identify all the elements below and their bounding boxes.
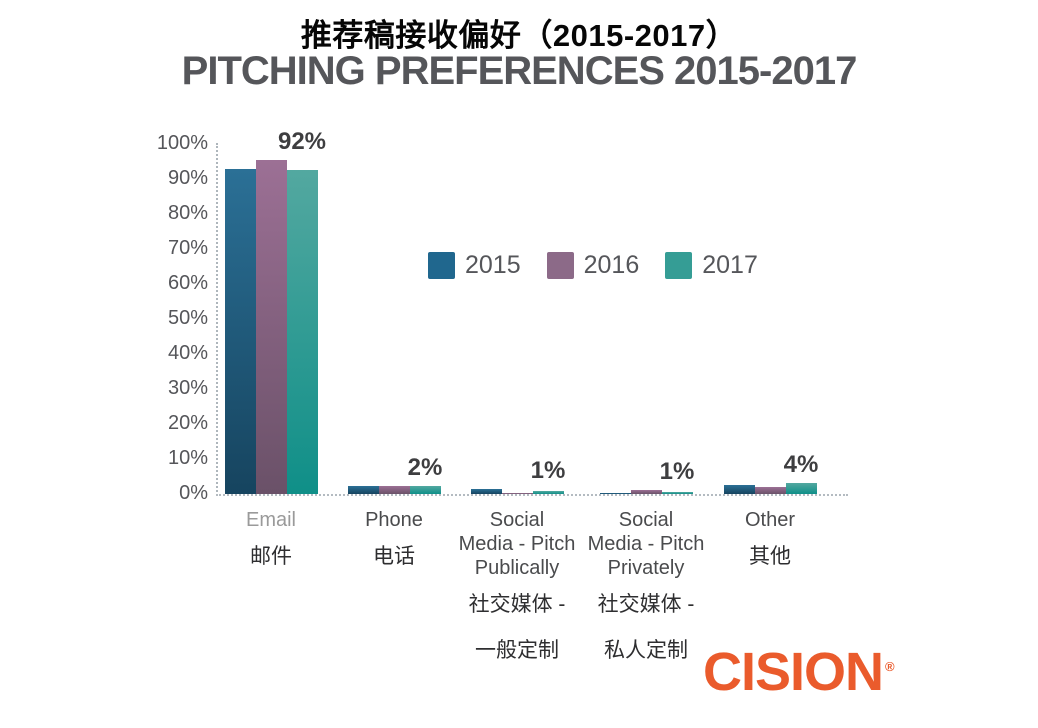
chart-legend: 2015 2016 2017 (428, 251, 758, 280)
legend-swatch-icon (665, 252, 693, 279)
bar-2015 (347, 485, 379, 494)
y-axis-tick-label: 40% (167, 342, 208, 364)
bar-2015 (224, 168, 256, 494)
category-label-zh: 其他 (749, 545, 791, 568)
bar-2016 (378, 485, 410, 494)
category-label-zh: 电话 (373, 545, 415, 568)
category-label-en: Other (744, 509, 796, 531)
category-label: Other 其他 (685, 508, 855, 580)
category-label-zh: 社交媒体 - 私人定制 (597, 593, 695, 662)
category-label: Email 邮件 (186, 508, 356, 580)
bar-2016 (255, 159, 287, 494)
category-label: Social Media - Pitch Privately 社交媒体 - 私人定制 (561, 508, 731, 674)
legend-swatch-icon (546, 252, 574, 279)
category-label-en: Phone (365, 509, 423, 531)
category-label: Social Media - Pitch Publically 社交媒体 - 一般定制 (432, 508, 602, 674)
y-axis-tick-label: 10% (167, 447, 208, 469)
value-label: 4% (783, 450, 819, 478)
bar-2017 (409, 486, 441, 494)
y-axis-tick-label: 100% (156, 132, 208, 154)
category-label-en: Email (245, 509, 296, 531)
bar-2016 (630, 490, 662, 494)
cision-logo: CISION ® (703, 641, 895, 703)
category-label-en: Social Media - Pitch Privately (587, 509, 705, 579)
category-label-en: Social Media - Pitch Publically (458, 509, 576, 579)
legend-item-2016: 2016 (546, 251, 640, 280)
y-axis-tick-label: 90% (167, 167, 208, 189)
bar-2016 (754, 487, 786, 494)
value-label: 92% (277, 127, 327, 155)
bar-2015 (470, 489, 502, 494)
bar-2017 (785, 482, 817, 494)
y-axis-tick-label: 50% (167, 307, 208, 329)
title-chinese: 推荐稿接收偏好（2015-2017） (300, 18, 738, 53)
category-label: Phone 电话 (309, 508, 479, 580)
value-label: 1% (659, 458, 695, 486)
y-axis-tick-label: 20% (167, 412, 208, 434)
y-axis-tick-label: 30% (167, 377, 208, 399)
y-axis-tick-label: 60% (167, 272, 208, 294)
category-label-zh: 邮件 (250, 545, 292, 568)
title-english: PITCHING PREFERENCES 2015-2017 (181, 49, 858, 93)
legend-label: 2015 (465, 251, 521, 279)
bar-2015 (723, 484, 755, 494)
y-axis-tick-label: 70% (167, 237, 208, 259)
cision-logo-text: CISION (703, 642, 884, 702)
y-axis-tick-label: 80% (167, 202, 208, 224)
legend-label: 2017 (702, 251, 758, 279)
legend-item-2015: 2015 (428, 251, 521, 280)
bar-2015 (599, 492, 631, 494)
x-axis-baseline (216, 494, 848, 496)
category-label-zh: 社交媒体 - 一般定制 (468, 593, 566, 662)
value-label: 2% (407, 453, 443, 481)
legend-swatch-icon (428, 252, 455, 279)
bar-2017 (661, 492, 693, 494)
legend-item-2017: 2017 (665, 251, 758, 280)
y-axis-line (216, 143, 218, 496)
bar-2017 (532, 490, 564, 494)
registered-trademark-icon: ® (885, 659, 895, 674)
bar-2017 (286, 170, 318, 494)
legend-label: 2016 (583, 251, 640, 279)
y-axis-tick-label: 0% (179, 482, 208, 504)
value-label: 1% (530, 457, 566, 485)
bar-2016 (501, 492, 533, 494)
